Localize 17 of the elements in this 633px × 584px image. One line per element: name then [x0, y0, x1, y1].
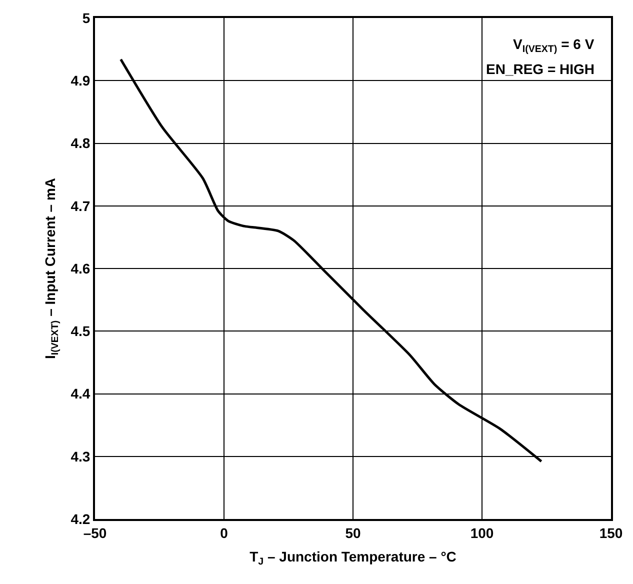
x-tick-label: 100 — [470, 524, 494, 541]
x-tick-label: 50 — [345, 524, 361, 541]
y-tick-label: 5 — [82, 10, 90, 26]
y-tick-label: 4.9 — [70, 72, 90, 89]
y-tick-label: 4.2 — [70, 510, 90, 527]
y-tick-label: 4.8 — [70, 135, 90, 152]
y-tick-label: 4.6 — [70, 260, 90, 276]
annotation: EN_REG = HIGH — [486, 61, 595, 77]
y-tick-label: 4.3 — [70, 448, 90, 464]
annotation: V$_{I(VEXT)}$ = 6 V — [513, 36, 595, 55]
y-tick-label: 4.5 — [70, 323, 90, 340]
x-tick-label: –50 — [83, 524, 107, 541]
x-tick-label: 0 — [220, 524, 228, 541]
y-tick-label: 4.4 — [70, 386, 90, 402]
x-axis-title: T$_{J}$ – Junction Temperature – °C — [250, 548, 456, 568]
x-tick-label: 150 — [599, 524, 623, 541]
y-tick-label: 4.7 — [70, 198, 90, 214]
